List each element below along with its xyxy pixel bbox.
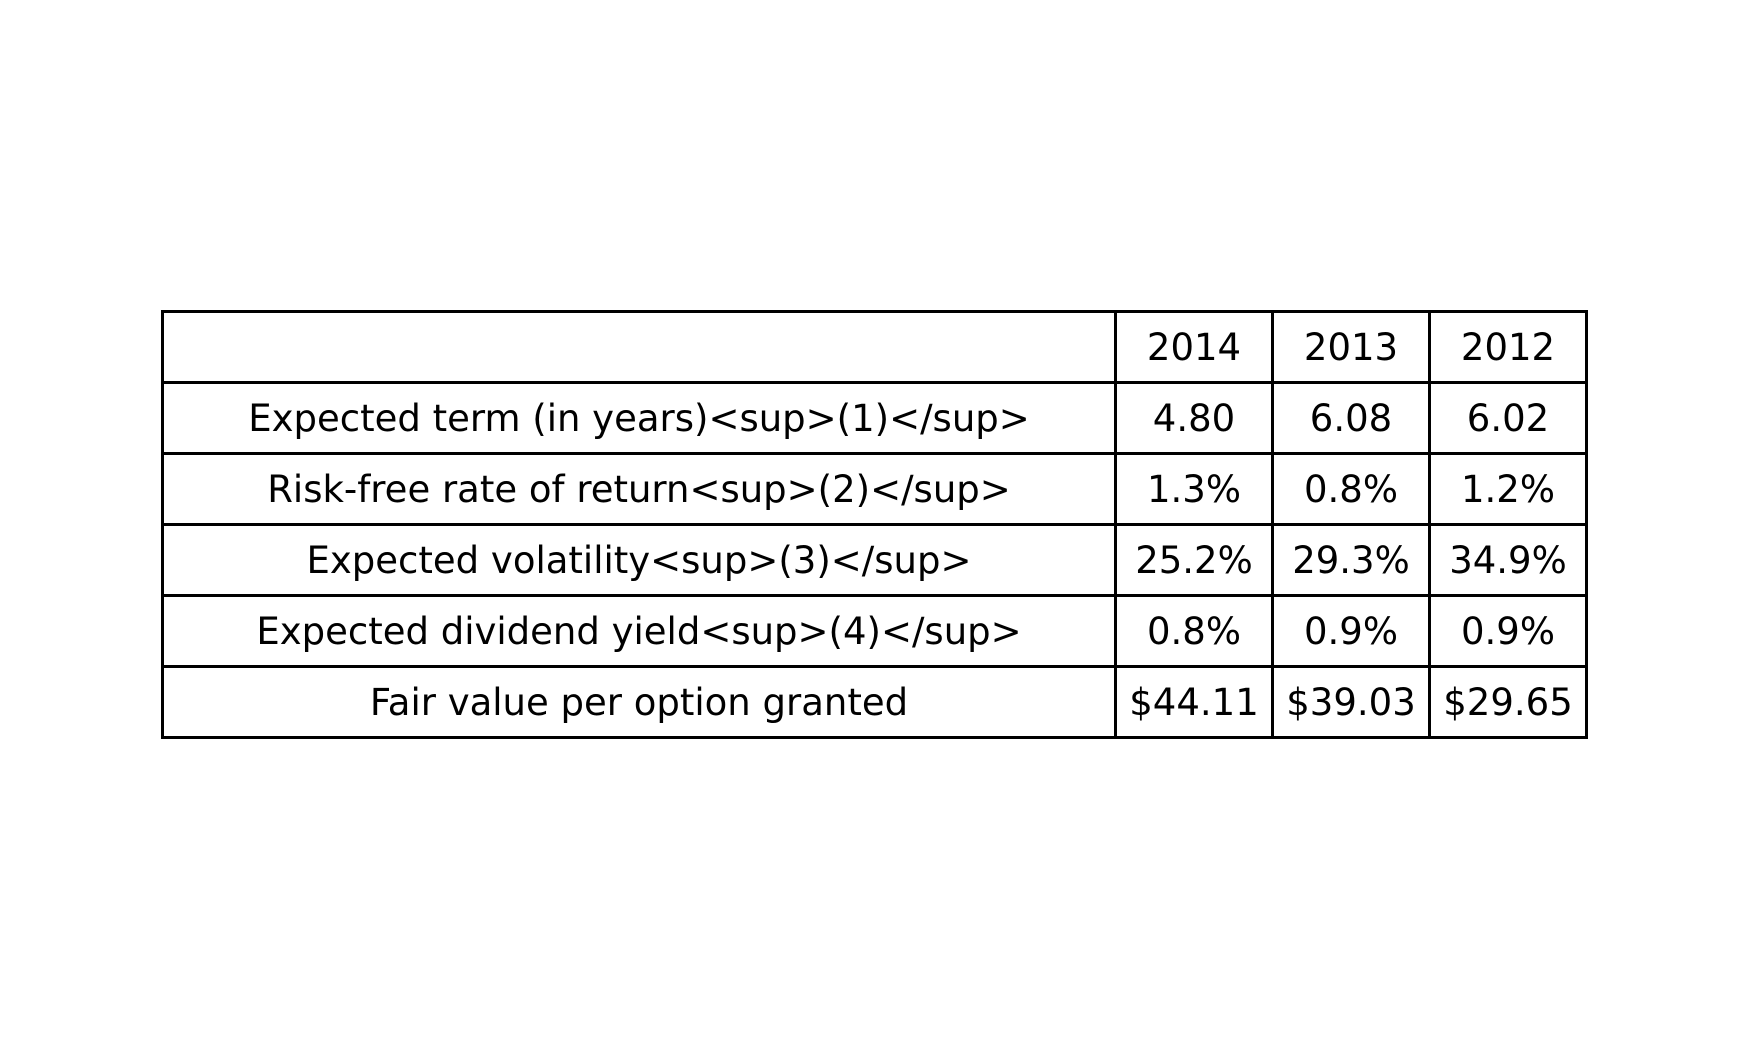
value-cell: 4.80 — [1114, 381, 1274, 455]
value-cell: 29.3% — [1271, 523, 1431, 597]
value-cell: 0.9% — [1428, 594, 1588, 668]
table-row: Risk-free rate of return<sup>(2)</sup> 1… — [161, 452, 1588, 526]
value-cell: $29.65 — [1428, 665, 1588, 739]
row-label: Risk-free rate of return<sup>(2)</sup> — [161, 452, 1117, 526]
value-cell: 6.02 — [1428, 381, 1588, 455]
value-cell: 0.8% — [1114, 594, 1274, 668]
value-cell: 34.9% — [1428, 523, 1588, 597]
value-cell: 1.2% — [1428, 452, 1588, 526]
header-row: 2014 2013 2012 — [161, 310, 1588, 384]
value-cell: $39.03 — [1271, 665, 1431, 739]
row-label: Expected dividend yield<sup>(4)</sup> — [161, 594, 1117, 668]
table-row: Expected dividend yield<sup>(4)</sup> 0.… — [161, 594, 1588, 668]
value-cell: 6.08 — [1271, 381, 1431, 455]
row-label: Expected volatility<sup>(3)</sup> — [161, 523, 1117, 597]
header-cell-2012: 2012 — [1428, 310, 1588, 384]
row-label: Expected term (in years)<sup>(1)</sup> — [161, 381, 1117, 455]
value-cell: 0.8% — [1271, 452, 1431, 526]
header-cell-empty — [161, 310, 1117, 384]
table-row: Expected term (in years)<sup>(1)</sup> 4… — [161, 381, 1588, 455]
table-row: Fair value per option granted $44.11 $39… — [161, 665, 1588, 739]
header-cell-2013: 2013 — [1271, 310, 1431, 384]
value-cell: 25.2% — [1114, 523, 1274, 597]
data-table: 2014 2013 2012 Expected term (in years)<… — [161, 310, 1588, 739]
value-cell: 1.3% — [1114, 452, 1274, 526]
value-cell: 0.9% — [1271, 594, 1431, 668]
table-row: Expected volatility<sup>(3)</sup> 25.2% … — [161, 523, 1588, 597]
header-cell-2014: 2014 — [1114, 310, 1274, 384]
row-label: Fair value per option granted — [161, 665, 1117, 739]
value-cell: $44.11 — [1114, 665, 1274, 739]
